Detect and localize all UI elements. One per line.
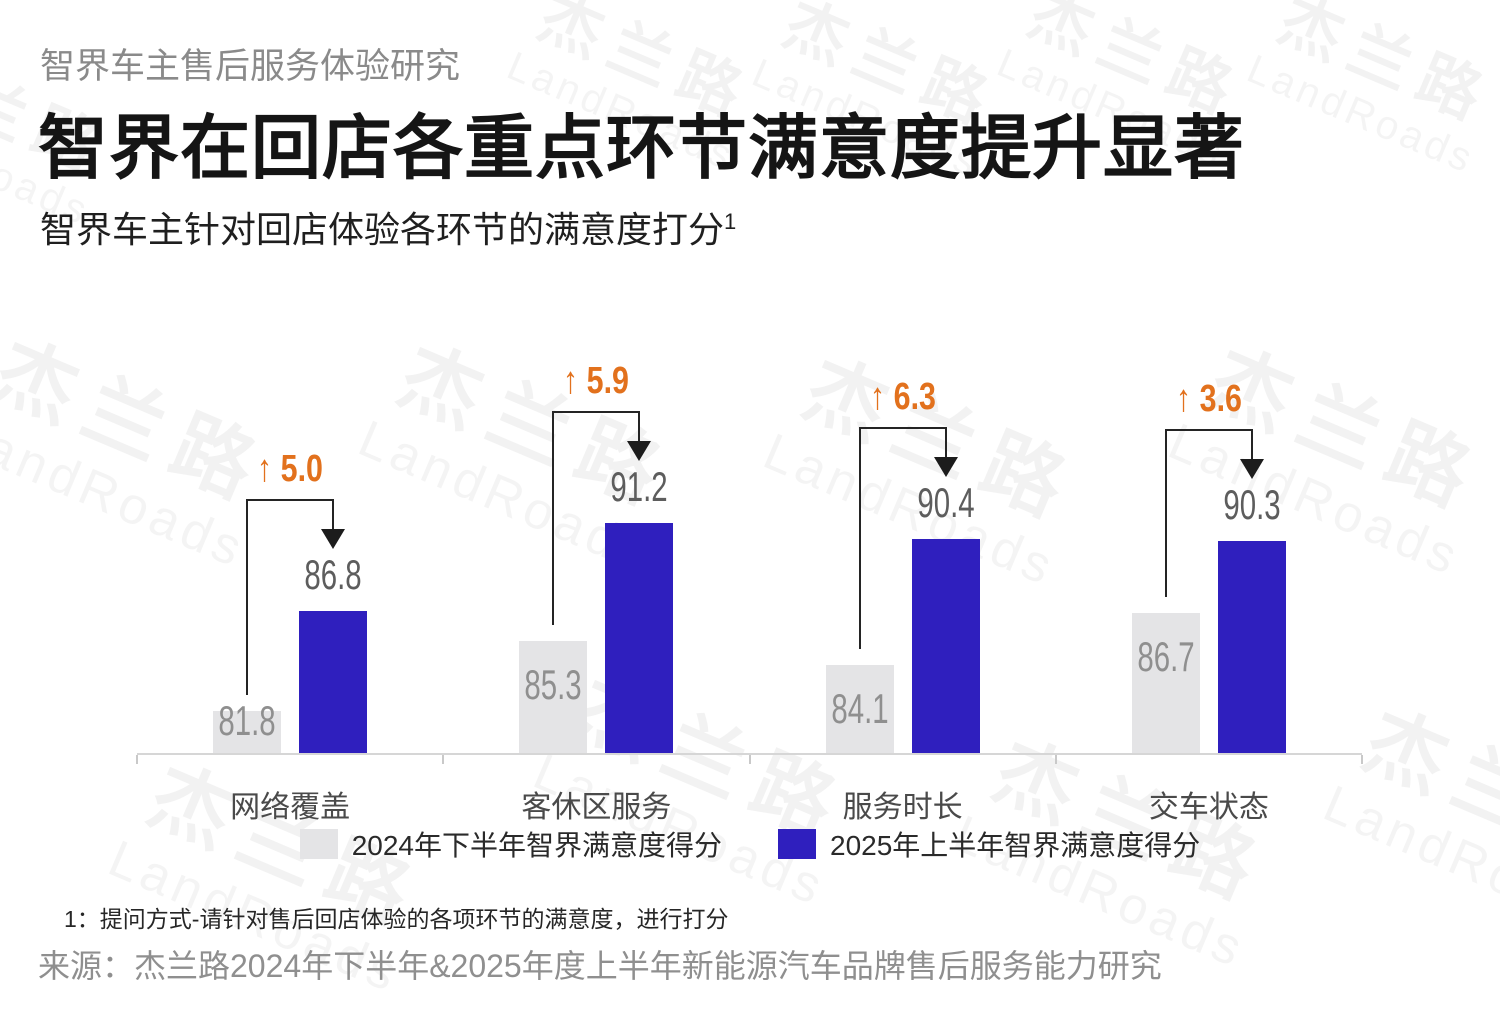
bar-value-2024: 85.3 xyxy=(524,661,582,708)
legend: 2024年下半年智界满意度得分 2025年上半年智界满意度得分 xyxy=(0,824,1500,864)
delta-label: ↑ 5.9 xyxy=(563,360,630,402)
x-axis-line xyxy=(137,753,1362,755)
arrow-down-icon xyxy=(1239,459,1264,479)
bracket-top-bar xyxy=(1164,429,1253,431)
bar-value-2025: 90.3 xyxy=(1223,481,1281,528)
bar-value-2024: 84.1 xyxy=(831,685,889,732)
bracket-right-leg xyxy=(332,499,335,531)
bar-value-2024: 81.8 xyxy=(218,697,276,744)
legend-item-2025: 2025年上半年智界满意度得分 xyxy=(778,824,1200,864)
x-axis-tick xyxy=(1055,755,1057,764)
category-label: 客休区服务 xyxy=(521,791,672,824)
bar-2024-0 xyxy=(213,711,282,753)
bar-value-2024: 86.7 xyxy=(1137,633,1195,680)
chart-subtitle: 智界车主针对回店体验各环节的满意度打分1 xyxy=(40,201,736,253)
category-label: 网络覆盖 xyxy=(230,791,351,824)
x-axis-tick xyxy=(749,755,751,764)
delta-label: ↑ 6.3 xyxy=(869,376,936,418)
footnote: 1：提问方式-请针对售后回店体验的各项环节的满意度，进行打分 xyxy=(64,906,729,932)
bar-2024-1 xyxy=(519,641,588,753)
bracket-top-bar xyxy=(858,427,947,429)
bar-2025-0 xyxy=(299,611,368,753)
bracket-left-leg xyxy=(246,499,249,695)
bar-2025-3 xyxy=(1217,541,1286,753)
bar-2024-2 xyxy=(825,665,894,753)
bar-value-2025: 86.8 xyxy=(304,551,362,598)
source: 来源：杰兰路2024年下半年&2025年度上半年新能源汽车品牌售后服务能力研究 xyxy=(38,948,1162,984)
x-axis-tick xyxy=(442,755,444,764)
bracket-right-leg xyxy=(1250,429,1253,461)
category-label: 服务时长 xyxy=(842,791,963,824)
legend-swatch-2024 xyxy=(299,829,338,859)
bracket-top-bar xyxy=(246,499,335,501)
legend-label-2025: 2025年上半年智界满意度得分 xyxy=(830,830,1201,861)
legend-label-2024: 2024年下半年智界满意度得分 xyxy=(351,830,722,861)
bracket-left-leg xyxy=(552,411,555,625)
bracket-right-leg xyxy=(638,411,641,443)
bracket-left-leg xyxy=(858,427,861,649)
arrow-down-icon xyxy=(627,441,652,461)
bar-2025-2 xyxy=(911,539,980,753)
legend-swatch-2025 xyxy=(778,829,816,859)
arrow-down-icon xyxy=(321,529,346,549)
footnote-marker: 1 xyxy=(724,209,737,234)
delta-label: ↑ 5.0 xyxy=(257,448,324,490)
category-label: 交车状态 xyxy=(1148,791,1269,824)
x-axis-tick xyxy=(136,755,138,764)
legend-item-2024: 2024年下半年智界满意度得分 xyxy=(299,824,722,864)
bracket-right-leg xyxy=(944,427,947,459)
report-eyebrow: 智界车主售后服务体验研究 xyxy=(40,47,461,86)
bracket-left-leg xyxy=(1164,429,1167,597)
bar-2024-3 xyxy=(1131,613,1200,753)
bracket-top-bar xyxy=(552,411,641,413)
delta-label: ↑ 3.6 xyxy=(1175,378,1242,420)
chart-subtitle-text: 智界车主针对回店体验各环节的满意度打分 xyxy=(40,209,725,250)
bar-2025-1 xyxy=(605,523,674,753)
bar-value-2025: 91.2 xyxy=(610,463,668,510)
arrow-down-icon xyxy=(933,457,958,477)
x-axis-tick xyxy=(1361,755,1363,764)
bar-value-2025: 90.4 xyxy=(917,479,975,526)
page-title: 智界在回店各重点环节满意度提升显著 xyxy=(38,109,1245,187)
